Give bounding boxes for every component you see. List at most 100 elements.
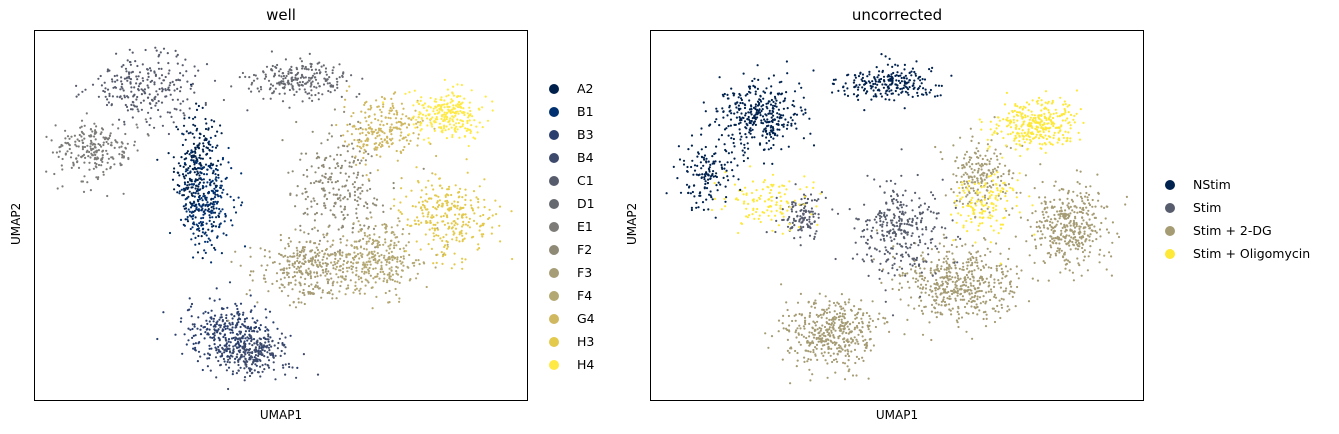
data-point bbox=[1033, 187, 1036, 190]
data-point bbox=[821, 344, 824, 347]
data-point bbox=[1106, 205, 1109, 208]
data-point bbox=[316, 275, 319, 278]
data-point bbox=[106, 98, 109, 101]
data-point bbox=[102, 141, 105, 144]
data-point bbox=[359, 186, 362, 189]
data-point bbox=[466, 224, 469, 227]
data-point bbox=[830, 340, 833, 343]
data-point bbox=[214, 168, 217, 171]
data-point bbox=[884, 317, 887, 320]
data-point bbox=[261, 370, 264, 373]
data-point bbox=[234, 343, 238, 346]
data-point bbox=[201, 106, 204, 109]
data-point bbox=[335, 77, 338, 80]
data-point bbox=[367, 115, 370, 118]
data-point bbox=[281, 272, 285, 275]
data-point bbox=[469, 199, 472, 202]
data-point bbox=[214, 325, 217, 328]
data-point bbox=[364, 128, 367, 131]
data-point bbox=[955, 280, 958, 283]
data-point bbox=[1056, 247, 1059, 250]
data-point bbox=[258, 326, 261, 330]
data-point bbox=[443, 99, 446, 102]
data-point bbox=[202, 142, 205, 145]
data-point bbox=[472, 136, 475, 139]
data-point bbox=[190, 202, 193, 205]
data-point bbox=[243, 245, 247, 248]
data-point bbox=[250, 90, 253, 93]
data-point bbox=[91, 130, 94, 133]
data-point bbox=[987, 290, 990, 293]
data-point bbox=[353, 198, 357, 201]
data-point bbox=[510, 210, 513, 213]
data-point bbox=[222, 232, 225, 235]
data-point bbox=[1068, 234, 1071, 237]
data-point bbox=[974, 192, 977, 195]
data-point bbox=[1015, 191, 1018, 194]
data-point bbox=[950, 289, 953, 292]
data-point bbox=[888, 330, 891, 333]
data-point bbox=[416, 272, 419, 275]
data-point bbox=[293, 275, 296, 278]
data-point bbox=[416, 179, 420, 183]
data-point bbox=[128, 77, 131, 80]
data-point bbox=[1099, 248, 1102, 251]
data-point bbox=[814, 346, 817, 349]
data-point bbox=[943, 257, 946, 260]
data-point bbox=[144, 48, 147, 52]
data-point bbox=[227, 366, 231, 369]
data-point bbox=[415, 277, 418, 280]
data-point bbox=[854, 342, 857, 345]
data-point bbox=[287, 362, 290, 365]
data-point bbox=[332, 187, 335, 190]
data-point bbox=[828, 326, 831, 329]
data-point bbox=[441, 103, 444, 106]
data-point bbox=[201, 148, 204, 151]
data-point bbox=[390, 269, 393, 272]
data-point bbox=[420, 221, 423, 224]
data-point bbox=[243, 318, 247, 321]
data-point bbox=[451, 238, 454, 241]
data-point bbox=[458, 240, 461, 243]
data-point bbox=[417, 133, 420, 136]
data-point bbox=[282, 82, 285, 85]
data-point bbox=[375, 148, 378, 151]
data-point bbox=[343, 105, 346, 109]
data-point bbox=[322, 255, 325, 259]
data-point bbox=[1058, 189, 1061, 192]
data-point bbox=[901, 271, 904, 275]
legend-label: H3 bbox=[577, 334, 595, 349]
data-point bbox=[75, 95, 78, 98]
data-point bbox=[397, 209, 400, 212]
data-point bbox=[225, 316, 228, 320]
data-point bbox=[347, 143, 350, 146]
data-point bbox=[255, 340, 258, 344]
data-point bbox=[1074, 215, 1077, 218]
data-point bbox=[362, 145, 365, 148]
data-point bbox=[441, 239, 444, 242]
data-point bbox=[257, 351, 260, 354]
data-point bbox=[104, 95, 107, 98]
data-point bbox=[241, 71, 244, 75]
data-point bbox=[321, 258, 324, 261]
data-point bbox=[969, 127, 972, 130]
data-point bbox=[304, 91, 307, 94]
data-point bbox=[123, 120, 126, 123]
legend-marker bbox=[549, 244, 559, 255]
data-point bbox=[325, 234, 328, 237]
data-point bbox=[827, 307, 830, 310]
data-point bbox=[346, 270, 349, 273]
data-point bbox=[78, 139, 81, 143]
data-point bbox=[867, 328, 870, 331]
data-point bbox=[842, 338, 845, 341]
data-point bbox=[299, 265, 302, 268]
data-point bbox=[202, 145, 205, 148]
data-point bbox=[106, 70, 109, 73]
data-point bbox=[301, 291, 304, 294]
data-point bbox=[820, 338, 823, 341]
data-point bbox=[1076, 243, 1079, 246]
data-point bbox=[841, 312, 844, 315]
data-point bbox=[88, 161, 91, 164]
data-point bbox=[460, 83, 463, 87]
data-point bbox=[167, 86, 170, 89]
